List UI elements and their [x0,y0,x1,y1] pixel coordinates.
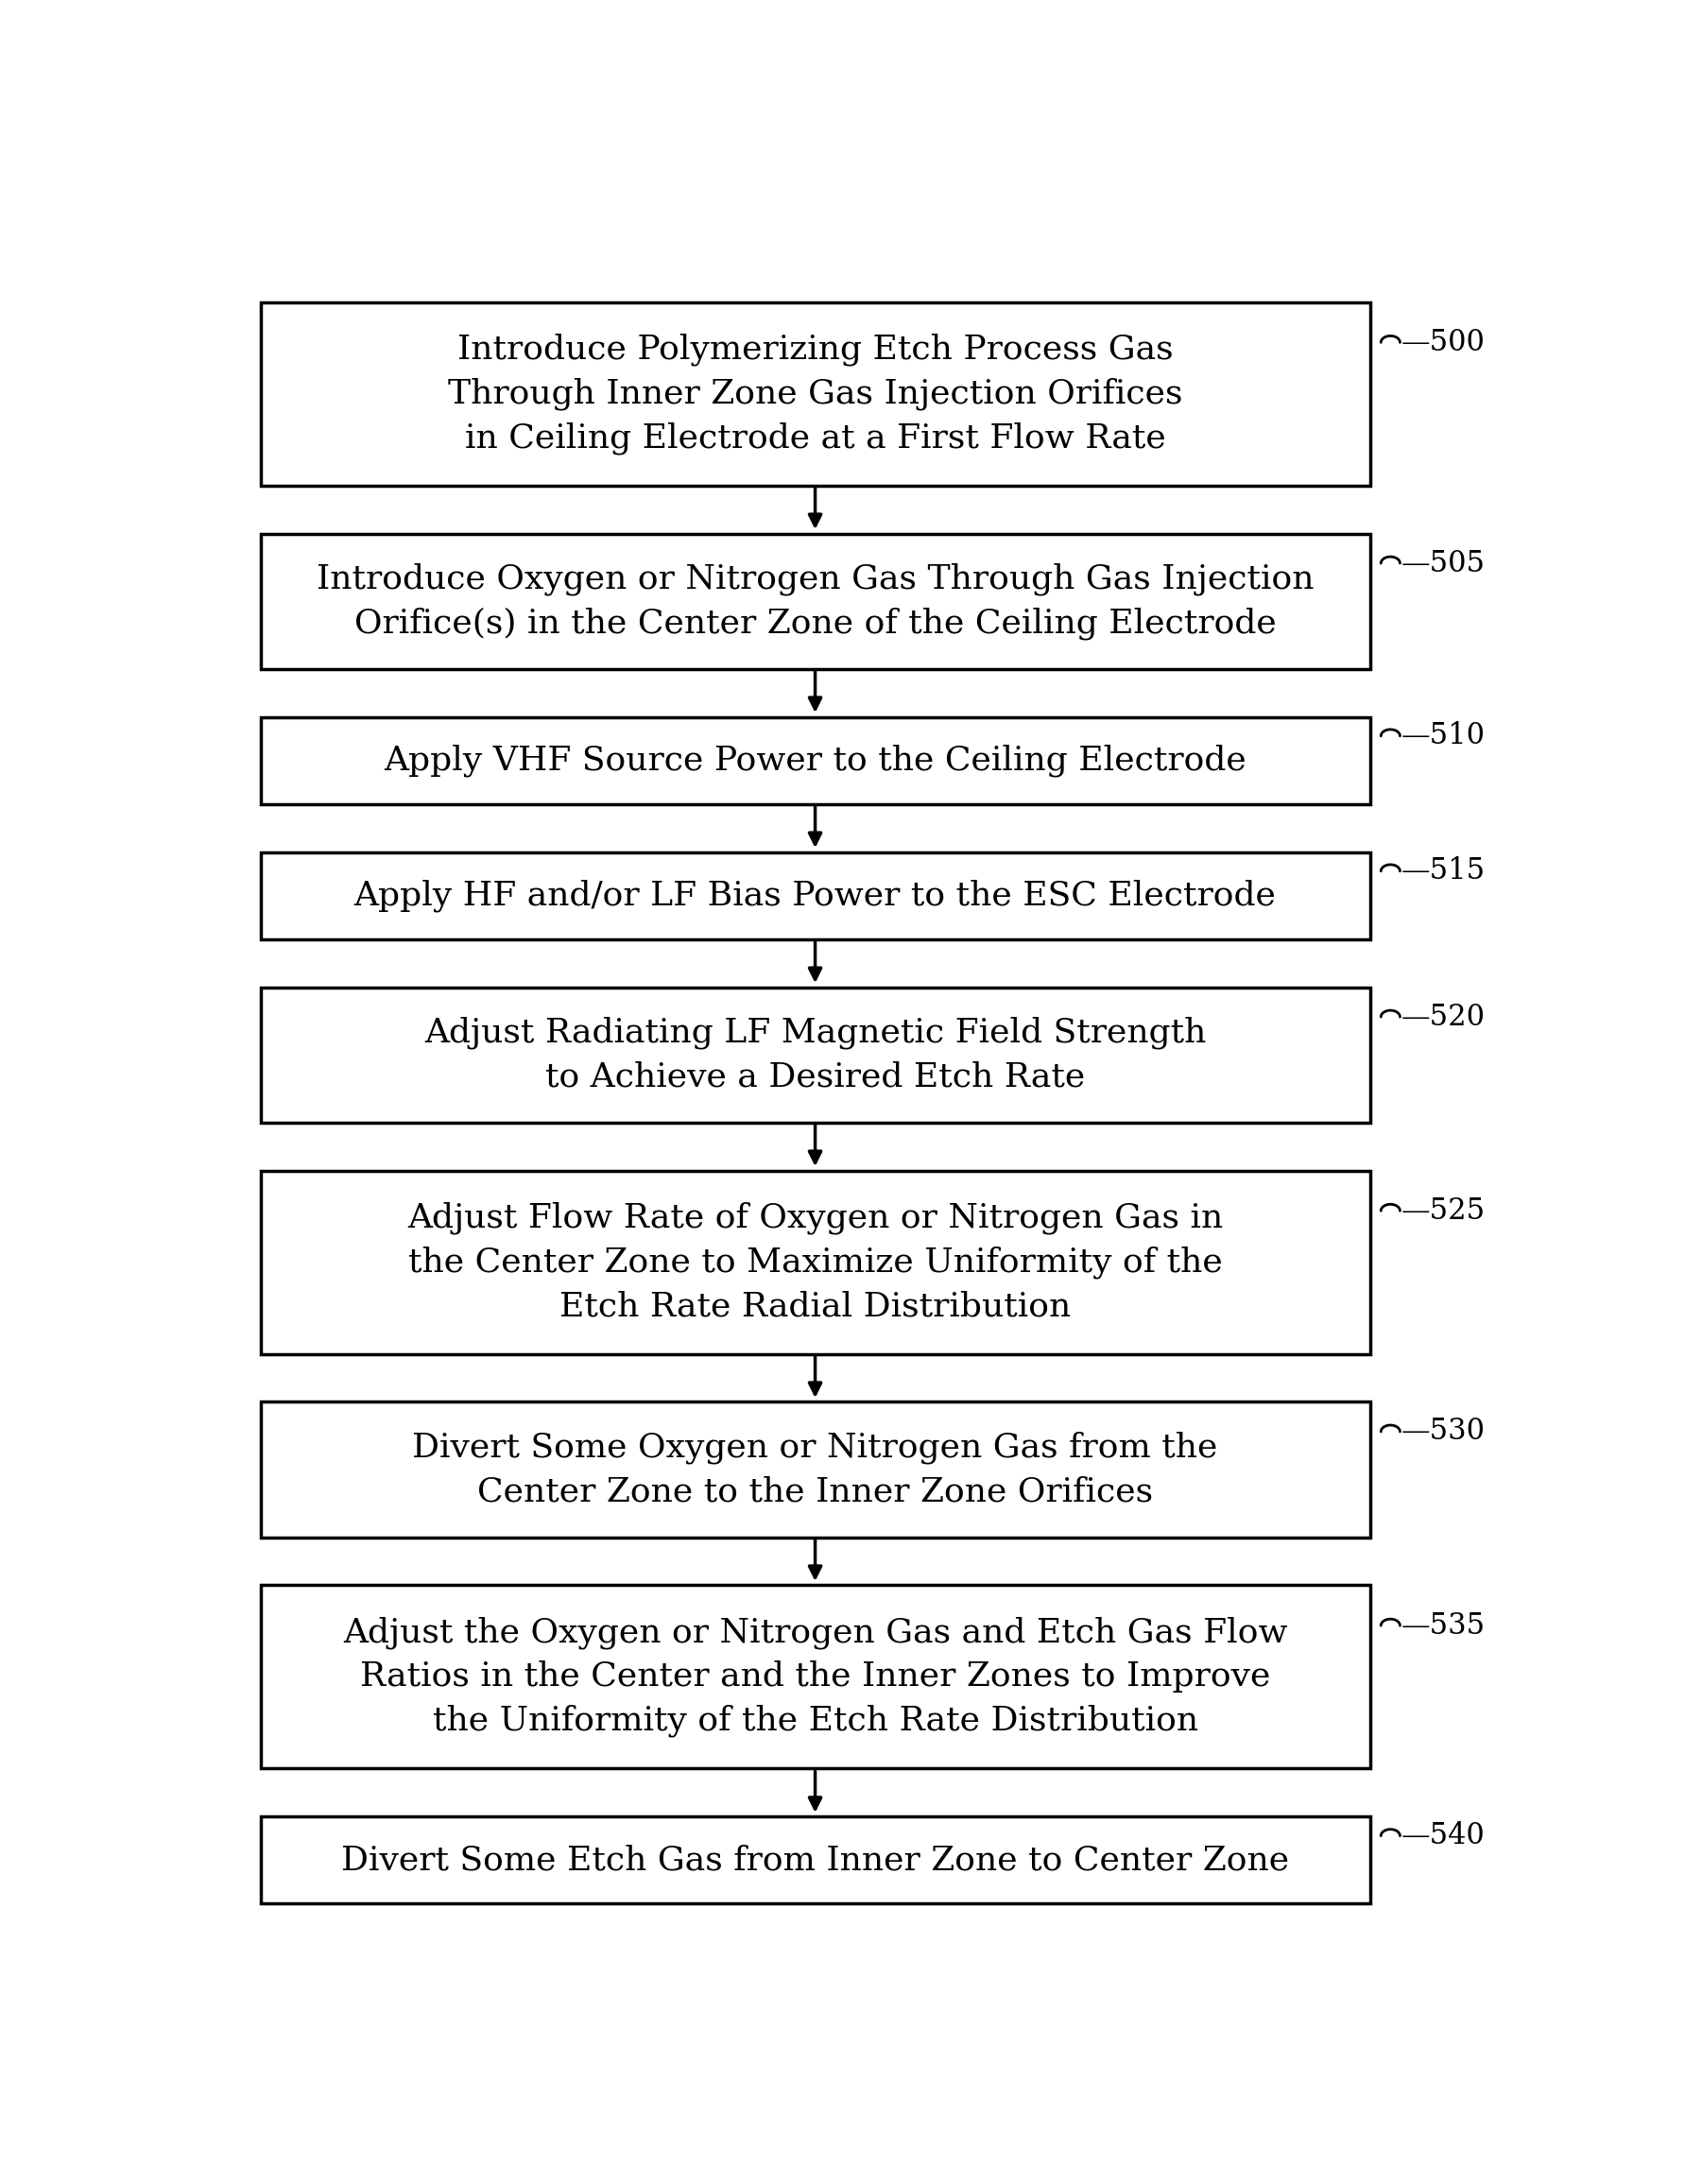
Text: Apply VHF Source Power to the Ceiling Electrode: Apply VHF Source Power to the Ceiling El… [385,745,1246,778]
Bar [260,301,1370,485]
Text: Adjust Flow Rate of Oxygen or Nitrogen Gas in
the Center Zone to Maximize Unifor: Adjust Flow Rate of Oxygen or Nitrogen G… [407,1201,1224,1321]
Text: —520: —520 [1401,1002,1486,1031]
Text: Introduce Polymerizing Etch Process Gas
Through Inner Zone Gas Injection Orifice: Introduce Polymerizing Etch Process Gas … [448,334,1183,454]
Bar [260,987,1370,1123]
Text: —540: —540 [1401,1821,1486,1850]
Bar [260,1586,1370,1769]
Bar [260,1402,1370,1538]
Text: —505: —505 [1401,548,1486,579]
Bar [260,852,1370,939]
Text: —500: —500 [1401,328,1486,356]
Text: —515: —515 [1401,856,1486,887]
Bar [260,533,1370,668]
Text: Apply HF and/or LF Bias Power to the ESC Electrode: Apply HF and/or LF Bias Power to the ESC… [354,880,1276,913]
Bar [260,716,1370,804]
Text: —510: —510 [1401,721,1486,751]
Text: —535: —535 [1401,1612,1486,1640]
Text: Divert Some Oxygen or Nitrogen Gas from the
Center Zone to the Inner Zone Orific: Divert Some Oxygen or Nitrogen Gas from … [412,1431,1219,1507]
Text: Divert Some Etch Gas from Inner Zone to Center Zone: Divert Some Etch Gas from Inner Zone to … [340,1843,1288,1876]
Text: Introduce Oxygen or Nitrogen Gas Through Gas Injection
Orifice(s) in the Center : Introduce Oxygen or Nitrogen Gas Through… [317,563,1314,640]
Text: —525: —525 [1401,1197,1486,1225]
Bar [260,1171,1370,1354]
Text: Adjust Radiating LF Magnetic Field Strength
to Achieve a Desired Etch Rate: Adjust Radiating LF Magnetic Field Stren… [424,1018,1207,1092]
Bar [260,1817,1370,1904]
Text: Adjust the Oxygen or Nitrogen Gas and Etch Gas Flow
Ratios in the Center and the: Adjust the Oxygen or Nitrogen Gas and Et… [342,1616,1287,1736]
Text: —530: —530 [1401,1417,1486,1446]
